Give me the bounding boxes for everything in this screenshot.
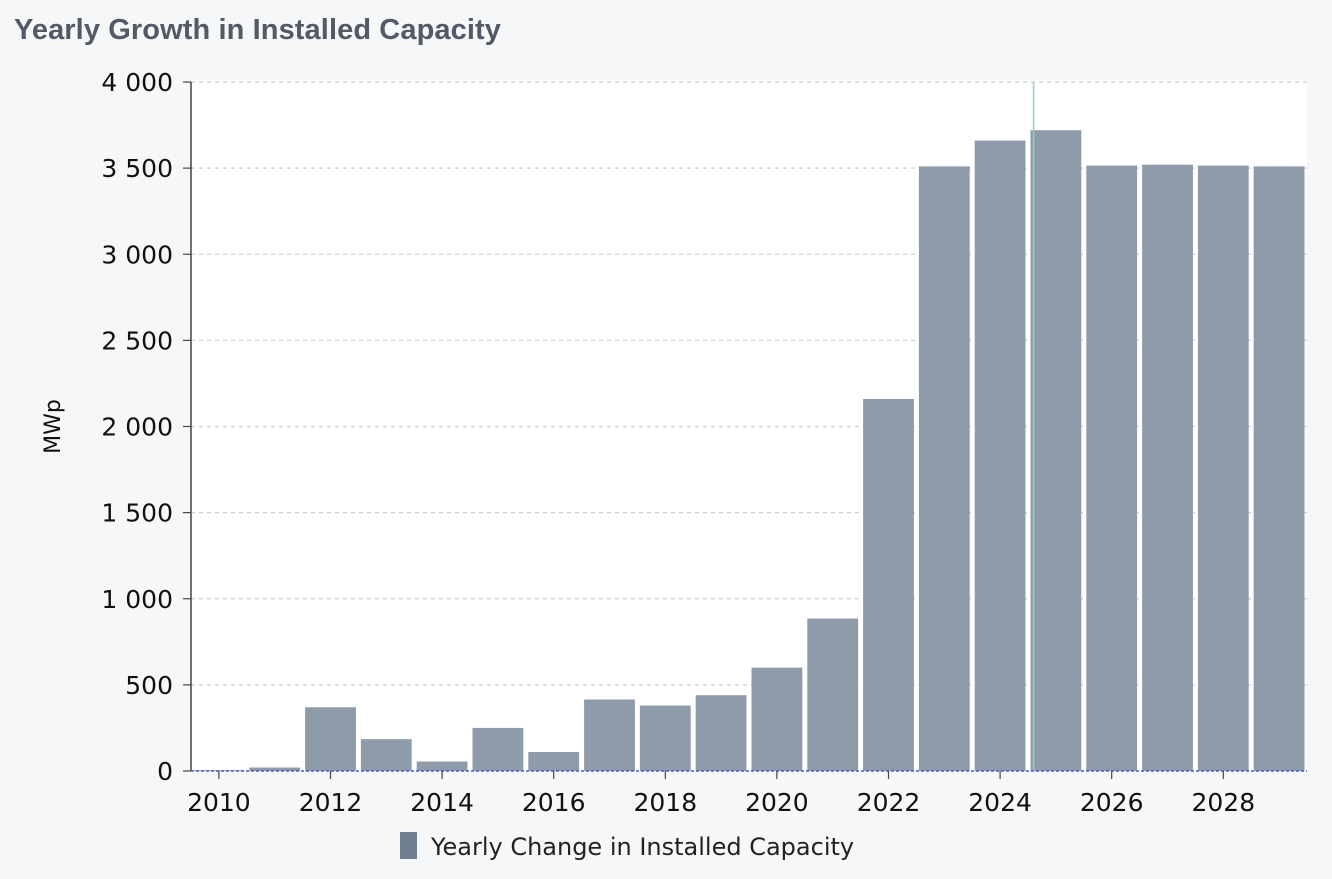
- x-tick-label: 2016: [522, 788, 586, 817]
- y-tick-label: 0: [157, 757, 173, 786]
- x-tick-label: 2014: [410, 788, 474, 817]
- legend-label: Yearly Change in Installed Capacity: [430, 833, 854, 861]
- x-tick-label: 2028: [1191, 788, 1255, 817]
- legend: Yearly Change in Installed Capacity: [400, 832, 854, 861]
- bar-2017: [584, 699, 635, 771]
- x-tick-label: 2010: [187, 788, 251, 817]
- bar-2021: [807, 618, 859, 771]
- y-tick-label: 2 500: [101, 326, 173, 355]
- bar-2025: [1030, 130, 1082, 772]
- bar-2016: [528, 752, 580, 771]
- chart-container: 0 500 1 000 1 500 2 000 2 500 3 000 3 500 4 000 …: [10, 66, 1326, 872]
- bar-2018: [639, 705, 691, 771]
- bar-2023: [918, 166, 970, 772]
- x-tick-label: 2018: [633, 788, 697, 817]
- x-tick-label: 2020: [745, 788, 809, 817]
- y-axis-label: MWp: [41, 399, 66, 454]
- bar-2011: [249, 767, 301, 771]
- y-tick-label: 1 000: [101, 585, 173, 614]
- bars: [193, 130, 1305, 772]
- y-tick-label: 3 000: [101, 240, 173, 269]
- bar-2022: [863, 398, 914, 771]
- y-tick-labels: 0 500 1 000 1 500 2 000 2 500 3 000 3 500 4 000: [101, 68, 191, 786]
- chart-title: Yearly Growth in Installed Capacity: [14, 14, 501, 46]
- bar-2020: [751, 667, 803, 771]
- bar-2013: [360, 739, 412, 771]
- x-tick-label: 2026: [1080, 788, 1144, 817]
- bar-2015: [472, 727, 524, 771]
- bar-2027: [1142, 164, 1193, 771]
- y-tick-label: 1 500: [101, 499, 173, 528]
- legend-swatch: [400, 832, 417, 859]
- y-tick-label: 4 000: [101, 68, 173, 97]
- bar-2028: [1197, 165, 1249, 771]
- bar-2012: [305, 707, 356, 771]
- bar-2029: [1253, 166, 1305, 772]
- plot-area: [191, 80, 1307, 771]
- bar-2024: [974, 140, 1026, 771]
- x-tick-label: 2022: [857, 788, 921, 817]
- x-tick-label: 2024: [968, 788, 1032, 817]
- y-tick-label: 500: [125, 671, 173, 700]
- y-tick-label: 2 000: [101, 413, 173, 442]
- bar-2026: [1086, 165, 1138, 771]
- y-tick-label: 3 500: [101, 154, 173, 183]
- x-tick-labels: 2010 2012 2014 2016 2018 2020 2022 2024 2026 2028: [187, 771, 1255, 817]
- bar-2014: [416, 761, 468, 771]
- bar-2019: [695, 695, 747, 771]
- x-tick-label: 2012: [299, 788, 363, 817]
